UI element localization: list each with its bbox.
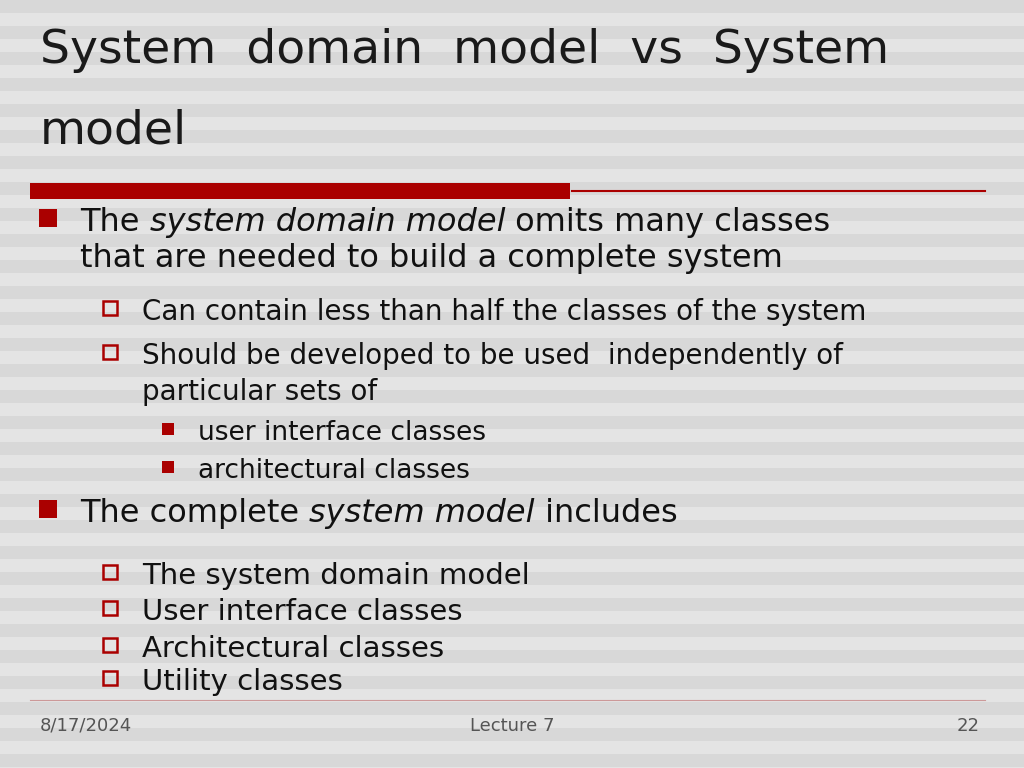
Text: Should be developed to be used  independently of: Should be developed to be used independe… — [142, 342, 843, 370]
Text: The system domain model: The system domain model — [142, 562, 529, 590]
Bar — [0, 26, 1024, 39]
Bar — [39, 500, 57, 518]
Bar — [0, 468, 1024, 481]
Bar — [0, 442, 1024, 455]
Bar — [0, 312, 1024, 325]
Text: that are needed to build a complete system: that are needed to build a complete syst… — [80, 243, 783, 274]
Text: model: model — [40, 108, 187, 153]
Bar — [0, 130, 1024, 143]
Bar — [0, 598, 1024, 611]
Text: User interface classes: User interface classes — [142, 598, 463, 626]
Bar — [0, 286, 1024, 299]
Bar — [0, 624, 1024, 637]
Bar — [0, 572, 1024, 585]
Bar — [0, 104, 1024, 117]
Bar — [39, 209, 57, 227]
Bar — [0, 494, 1024, 507]
Bar — [0, 650, 1024, 663]
Text: 22: 22 — [957, 717, 980, 735]
Bar — [0, 702, 1024, 715]
Text: 8/17/2024: 8/17/2024 — [40, 717, 132, 735]
Text: omits many classes: omits many classes — [505, 207, 830, 238]
Bar — [103, 671, 117, 685]
Bar — [0, 208, 1024, 221]
Text: includes: includes — [535, 498, 678, 529]
Bar — [0, 260, 1024, 273]
Text: system model: system model — [309, 498, 535, 529]
Bar — [103, 345, 117, 359]
Bar — [0, 52, 1024, 65]
Bar — [0, 546, 1024, 559]
Bar — [103, 565, 117, 579]
Bar — [103, 601, 117, 615]
Text: The: The — [80, 207, 150, 238]
Text: System  domain  model  vs  System: System domain model vs System — [40, 28, 889, 73]
Bar — [30, 183, 570, 199]
Bar — [0, 520, 1024, 533]
Bar — [0, 364, 1024, 377]
Bar — [0, 234, 1024, 247]
Bar — [0, 156, 1024, 169]
Text: Can contain less than half the classes of the system: Can contain less than half the classes o… — [142, 298, 866, 326]
Bar — [0, 0, 1024, 13]
Bar — [0, 78, 1024, 91]
Bar — [162, 423, 174, 435]
Text: particular sets of: particular sets of — [142, 378, 377, 406]
Bar — [0, 416, 1024, 429]
Bar — [0, 338, 1024, 351]
Bar — [103, 638, 117, 652]
Text: system domain model: system domain model — [150, 207, 505, 238]
Text: Architectural classes: Architectural classes — [142, 635, 444, 663]
Text: Lecture 7: Lecture 7 — [470, 717, 554, 735]
Bar — [0, 182, 1024, 195]
Bar — [162, 462, 174, 473]
Text: architectural classes: architectural classes — [198, 458, 470, 484]
Bar — [0, 728, 1024, 741]
Text: Utility classes: Utility classes — [142, 668, 343, 696]
Bar — [0, 676, 1024, 689]
Bar — [0, 754, 1024, 767]
Text: The complete: The complete — [80, 498, 309, 529]
Bar — [103, 301, 117, 315]
Bar — [0, 390, 1024, 403]
Text: user interface classes: user interface classes — [198, 420, 486, 446]
